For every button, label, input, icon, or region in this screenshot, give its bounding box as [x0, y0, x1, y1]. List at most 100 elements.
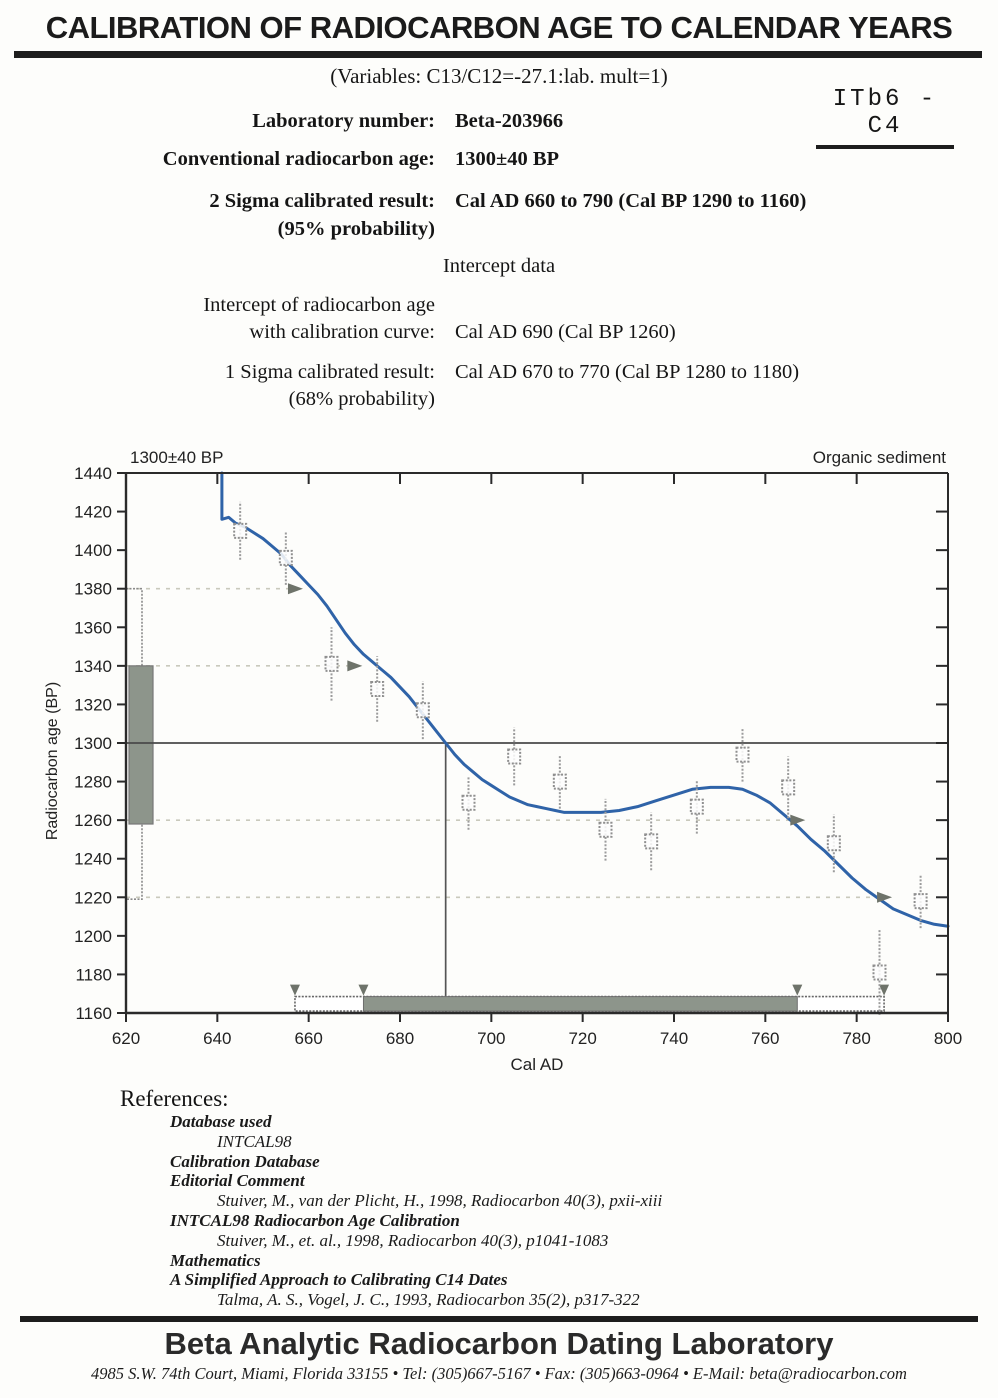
sample-code: ITb6 - C4: [816, 86, 954, 149]
field-row-2sigma-result: 2 Sigma calibrated result: Cal AD 660 to…: [0, 190, 998, 218]
measurement-point: [598, 821, 613, 838]
sigma-intersect-arrow: [287, 583, 303, 595]
calibration-chart-svg: 1160 1180 1200 1220 1240 1260 1280 1300 1320 1340…: [44, 448, 962, 1074]
x-tick-label: 700: [477, 1029, 505, 1048]
range-end-arrow: [358, 984, 369, 996]
intercept-label-line1-row: Intercept of radiocarbon age: [0, 294, 998, 322]
footer-divider: [20, 1316, 978, 1322]
measurement-point: [324, 655, 339, 672]
measurement-point: [913, 893, 928, 910]
x-tick-label: 740: [660, 1029, 688, 1048]
field-value: Cal AD 690 (Cal BP 1260): [455, 321, 676, 343]
references-list: Database used INTCAL98 Calibration Databas…: [120, 1112, 980, 1310]
field-label: with calibration curve:: [249, 321, 435, 343]
reference-heading: Mathematics: [170, 1250, 261, 1270]
x-tick-label: 660: [294, 1029, 322, 1048]
x-tick-label: 680: [386, 1029, 414, 1048]
measurement-point: [552, 773, 567, 790]
calibration-curve: [220, 471, 950, 928]
page-title: CALIBRATION OF RADIOCARBON AGE TO CALEND…: [45, 10, 953, 45]
age-distribution-1sigma-box: [128, 665, 154, 825]
lab-address: 4985 S.W. 74th Court, Miami, Florida 331…: [91, 1364, 907, 1383]
intercept-row: with calibration curve: Cal AD 690 (Cal …: [0, 321, 998, 349]
field-value: 1300±40 BP: [455, 148, 560, 170]
reference-citation: INTCAL98: [217, 1131, 292, 1151]
measurement-point: [507, 748, 522, 765]
chart-age-label: 1300±40 BP: [130, 448, 223, 467]
x-tick-label: 640: [203, 1029, 231, 1048]
x-tick-label: 760: [751, 1029, 779, 1048]
field-value: Cal AD 670 to 770 (Cal BP 1280 to 1180): [455, 361, 800, 383]
x-tick-label: 780: [842, 1029, 870, 1048]
measurement-point: [735, 746, 750, 763]
x-axis-title: Cal AD: [511, 1055, 564, 1074]
reference-citation: Talma, A. S., Vogel, J. C., 1993, Radioc…: [217, 1290, 640, 1310]
reference-heading: Calibration Database: [170, 1151, 320, 1171]
y-axis-title: Radiocarbon age (BP): [44, 682, 61, 840]
x-tick-label: 620: [112, 1029, 140, 1048]
y-tick-label: 1180: [75, 965, 112, 984]
lab-name: Beta Analytic Radiocarbon Dating Laborat…: [164, 1326, 834, 1361]
measurement-point: [415, 702, 430, 719]
reference-heading: INTCAL98 Radiocarbon Age Calibration: [170, 1210, 460, 1230]
field-label: 1 Sigma calibrated result:: [224, 361, 435, 383]
y-tick-label: 1340: [74, 657, 112, 676]
range-end-arrow: [792, 984, 803, 996]
measurement-point: [644, 833, 659, 850]
range-end-arrow: [879, 984, 890, 996]
chart-material-label: Organic sediment: [813, 448, 947, 467]
y-tick-label: 1300: [74, 734, 112, 753]
measurement-point: [872, 964, 887, 981]
reference-heading: Editorial Comment: [170, 1171, 305, 1191]
sigma-intersect-arrow: [347, 660, 363, 672]
reference-citation: Stuiver, M., et. al., 1998, Radiocarbon …: [217, 1230, 609, 1250]
y-tick-label: 1240: [74, 850, 112, 869]
y-tick-label: 1200: [74, 927, 112, 946]
field-sublabel: (95% probability): [277, 218, 435, 240]
calibrated-range-1sigma-bar: [362, 996, 798, 1012]
y-tick-label: 1360: [74, 618, 112, 637]
y-tick-label: 1440: [74, 464, 112, 483]
field-value: Beta-203966: [455, 110, 564, 132]
y-tick-label: 1260: [74, 811, 112, 830]
y-tick-label: 1320: [74, 695, 112, 714]
field-label: Intercept of radiocarbon age: [203, 294, 435, 316]
y-tick-label: 1220: [74, 888, 112, 907]
field-label: Conventional radiocarbon age:: [162, 148, 435, 170]
x-tick-label: 800: [934, 1029, 962, 1048]
measurement-point: [781, 779, 796, 796]
field-row-laboratory-number: Laboratory number: Beta-203966: [0, 110, 998, 138]
measurement-point: [278, 549, 293, 566]
range-end-arrow: [289, 984, 300, 996]
y-tick-label: 1160: [75, 1004, 112, 1023]
y-tick-label: 1400: [74, 541, 112, 560]
variables-line: (Variables: C13/C12=-27.1:lab. mult=1): [330, 64, 668, 88]
field-value: Cal AD 660 to 790 (Cal BP 1290 to 1160): [455, 190, 807, 212]
references-section: References: Database used INTCAL98 Calibra…: [120, 1086, 980, 1310]
y-tick-label: 1380: [74, 580, 112, 599]
sigma-intersect-arrow: [877, 891, 893, 903]
y-tick-label: 1420: [74, 503, 112, 522]
references-heading: References:: [120, 1086, 229, 1111]
field-row-2sigma-probability: (95% probability): [0, 218, 998, 246]
reference-citation: Stuiver, M., van der Plicht, H., 1998, R…: [217, 1191, 663, 1211]
measurement-point: [689, 798, 704, 815]
one-sigma-probability-row: (68% probability): [0, 388, 998, 416]
measurement-point: [461, 794, 476, 811]
reference-heading: A Simplified Approach to Calibrating C14…: [170, 1270, 508, 1290]
measurement-point: [370, 681, 385, 697]
reference-heading: Database used: [170, 1112, 272, 1131]
y-tick-label: 1280: [74, 773, 112, 792]
one-sigma-row: 1 Sigma calibrated result: Cal AD 670 to…: [0, 361, 998, 389]
calibration-chart: 1160 1180 1200 1220 1240 1260 1280 1300 1320 1340…: [0, 440, 998, 1088]
measurement-point: [826, 835, 841, 852]
sigma-intersect-arrow: [790, 814, 806, 826]
field-label: 2 Sigma calibrated result:: [209, 190, 435, 212]
top-divider: [14, 51, 982, 58]
x-tick-label: 720: [568, 1029, 596, 1048]
field-row-conventional-age: Conventional radiocarbon age: 1300±40 BP: [0, 148, 998, 176]
field-label: Laboratory number:: [252, 110, 435, 132]
intercept-data-heading: Intercept data: [442, 255, 556, 277]
measurement-point: [233, 522, 248, 539]
